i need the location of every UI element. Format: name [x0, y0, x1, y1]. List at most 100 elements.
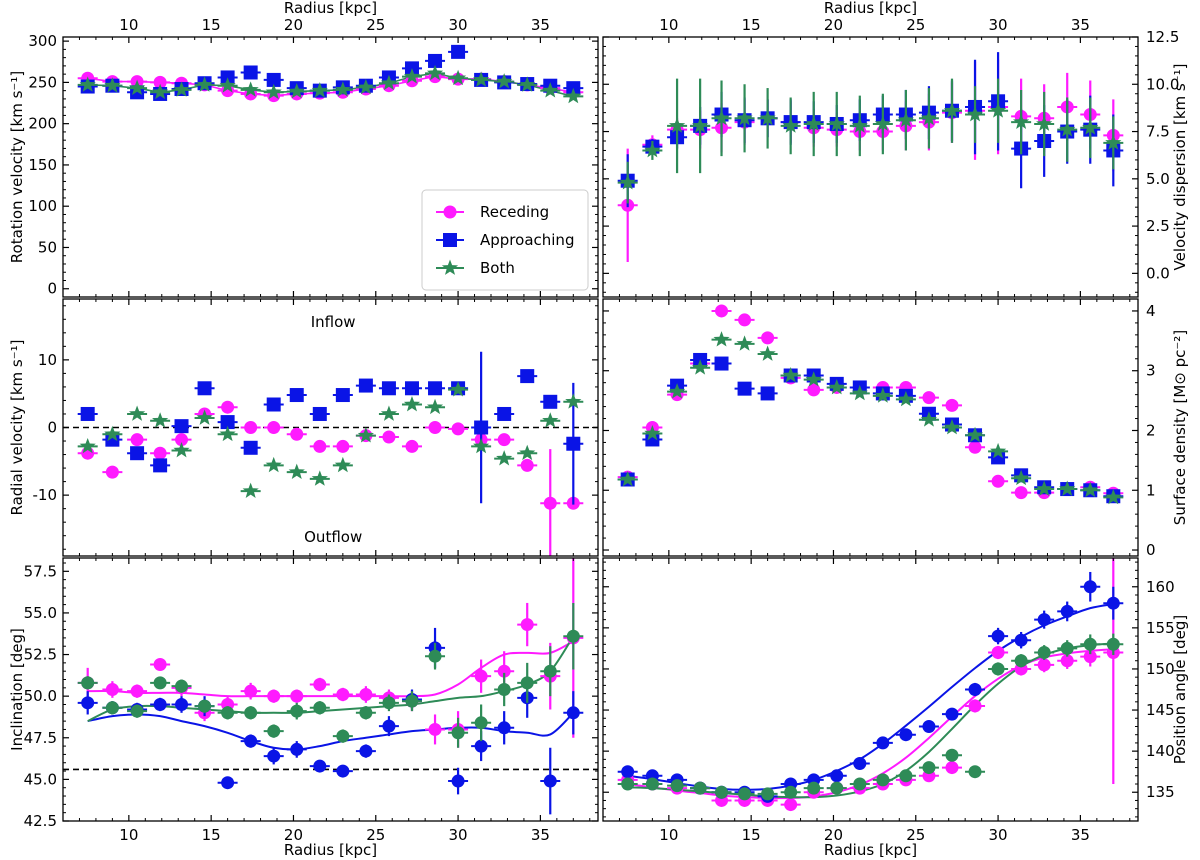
data-point-both — [357, 78, 374, 95]
x-tick-label-top: 10 — [659, 16, 678, 34]
legend-label-both: Both — [480, 259, 515, 277]
data-point-receding — [130, 684, 144, 698]
axes-frame — [602, 557, 1139, 822]
x-tick-label-top: 25 — [906, 16, 925, 34]
data-point-both — [288, 82, 305, 99]
data-point-receding — [175, 433, 189, 447]
data-point-both — [713, 331, 730, 347]
y-axis-title: Inclination [deg] — [8, 628, 26, 751]
data-point-both — [265, 83, 282, 100]
axes-frame — [62, 557, 599, 822]
y-axis-title: Radial velocity [km s⁻¹] — [8, 339, 26, 515]
data-point-receding — [428, 421, 442, 434]
x-axis-title-top: Radius [kpc] — [284, 0, 377, 17]
data-point-both — [130, 704, 144, 718]
data-point-approaching — [968, 683, 982, 696]
data-point-approaching — [313, 759, 327, 773]
data-point-receding — [290, 427, 304, 441]
y-tick-label: 145 — [1146, 701, 1175, 719]
data-point-approaching — [335, 388, 350, 403]
data-point-both — [105, 701, 119, 715]
axes-frame — [602, 298, 1139, 557]
data-point-both — [380, 74, 398, 91]
data-point-both — [807, 781, 821, 795]
data-point-receding — [290, 689, 304, 703]
y-axis-title: Position angle [deg] — [1171, 615, 1189, 765]
data-point-both — [173, 81, 190, 97]
data-point-both — [897, 390, 914, 407]
data-point-both — [242, 482, 259, 498]
y-tick-label: 3 — [1146, 362, 1156, 380]
data-point-both — [668, 383, 686, 399]
fit-curve-both — [87, 635, 575, 723]
x-tick-label: 10 — [119, 826, 138, 844]
data-point-both — [920, 411, 938, 427]
data-point-both — [426, 64, 444, 81]
data-point-approaching — [621, 765, 635, 779]
data-point-both — [759, 345, 776, 361]
data-point-both — [830, 781, 844, 795]
data-point-receding — [543, 496, 557, 510]
data-point-both — [1105, 134, 1122, 150]
data-point-approaching — [267, 749, 281, 763]
y-tick-label: 2 — [1146, 421, 1156, 439]
data-point-both — [426, 398, 444, 415]
data-point-approaching — [244, 734, 258, 748]
data-point-both — [736, 335, 753, 351]
y-tick-label: 155 — [1146, 619, 1175, 637]
panel-position_angle: 10 15 20 25 30 35 135 140 145 150 155 160 Position a… — [602, 557, 1189, 859]
data-point-receding — [945, 398, 959, 412]
y-axis-title: Rotation velocity [km s⁻¹] — [8, 71, 26, 263]
y-axis-title: Velocity dispersion [km s⁻¹] — [1171, 64, 1189, 271]
legend-marker-receding — [443, 205, 457, 219]
data-point-approaching — [382, 719, 396, 733]
data-point-both — [519, 444, 536, 461]
data-point-receding — [520, 618, 534, 632]
data-point-both — [380, 405, 398, 421]
data-point-approaching — [922, 719, 936, 733]
data-point-both — [805, 371, 822, 387]
data-point-both — [966, 426, 984, 443]
y-tick-label: 0.0 — [1146, 264, 1170, 282]
data-point-receding — [336, 439, 350, 453]
x-axis-title-top: Radius [kpc] — [824, 0, 917, 17]
y-tick-label: 10.0 — [1146, 75, 1179, 93]
data-point-approaching — [543, 774, 557, 788]
y-tick-label: 47.5 — [24, 729, 57, 747]
y-tick-label: 160 — [1146, 578, 1175, 596]
data-point-both — [313, 701, 327, 715]
data-point-approaching — [543, 394, 558, 409]
data-point-both — [357, 427, 374, 443]
data-point-receding — [244, 684, 258, 698]
data-point-receding — [1014, 486, 1028, 500]
data-point-both — [1060, 641, 1074, 655]
data-point-both — [221, 706, 235, 720]
plot-area-position_angle — [617, 558, 1124, 812]
data-point-both — [966, 106, 984, 122]
data-point-receding — [336, 687, 350, 701]
data-point-both — [670, 779, 684, 793]
data-point-both — [173, 441, 190, 458]
y-tick-label: 2.5 — [1146, 217, 1170, 235]
data-point-approaching — [474, 420, 489, 435]
axes-frame — [62, 36, 599, 298]
series-both — [617, 78, 1124, 204]
series-both — [77, 602, 584, 748]
data-point-both — [736, 109, 753, 126]
data-point-both — [713, 109, 730, 126]
data-point-both — [565, 87, 582, 104]
y-tick-label: 300 — [28, 32, 57, 50]
data-point-approaching — [243, 65, 258, 80]
y-tick-label: 150 — [28, 156, 57, 174]
x-tick-label-top: 35 — [531, 16, 550, 34]
y-tick-label: 10 — [38, 351, 57, 369]
data-point-receding — [382, 430, 396, 444]
data-point-both — [715, 785, 729, 799]
data-point-both — [428, 649, 442, 663]
data-point-both — [1083, 637, 1097, 651]
data-point-receding — [520, 458, 534, 472]
data-point-both — [474, 716, 488, 730]
data-point-approaching — [359, 744, 373, 758]
data-point-both — [219, 425, 236, 442]
y-tick-label: 140 — [1146, 742, 1175, 760]
